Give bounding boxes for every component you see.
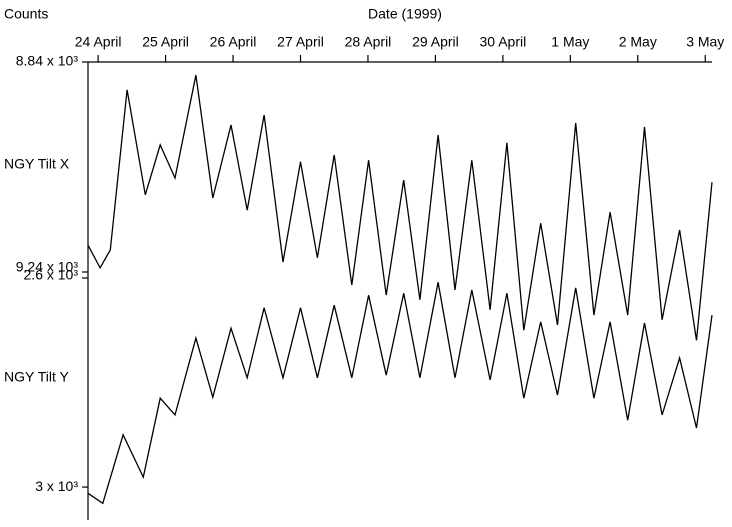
x-tick-label: 3 May [686, 34, 724, 50]
y-tick-label: 8.84 x 10³ [16, 53, 79, 69]
x-axis-label: Date (1999) [368, 6, 442, 22]
x-tick-label: 25 April [142, 34, 189, 50]
x-tick-label: 28 April [345, 34, 392, 50]
x-tick-label: 24 April [75, 34, 122, 50]
y-axis-label: Counts [4, 6, 48, 22]
series-label: NGY Tilt Y [4, 369, 70, 385]
x-tick-label: 27 April [277, 34, 324, 50]
series-label: NGY Tilt X [4, 156, 70, 172]
x-tick-label: 26 April [210, 34, 257, 50]
y-tick-label: 3 x 10³ [35, 478, 78, 494]
line [87, 282, 713, 505]
y-tick-label: 9.24 x 10³ [16, 259, 79, 275]
line [87, 74, 713, 341]
x-tick-label: 29 April [412, 34, 459, 50]
x-tick-label: 1 May [551, 34, 589, 50]
x-tick-label: 30 April [480, 34, 527, 50]
x-tick-label: 2 May [619, 34, 657, 50]
y-tick-label: 2.6 x 10³ [24, 267, 79, 283]
